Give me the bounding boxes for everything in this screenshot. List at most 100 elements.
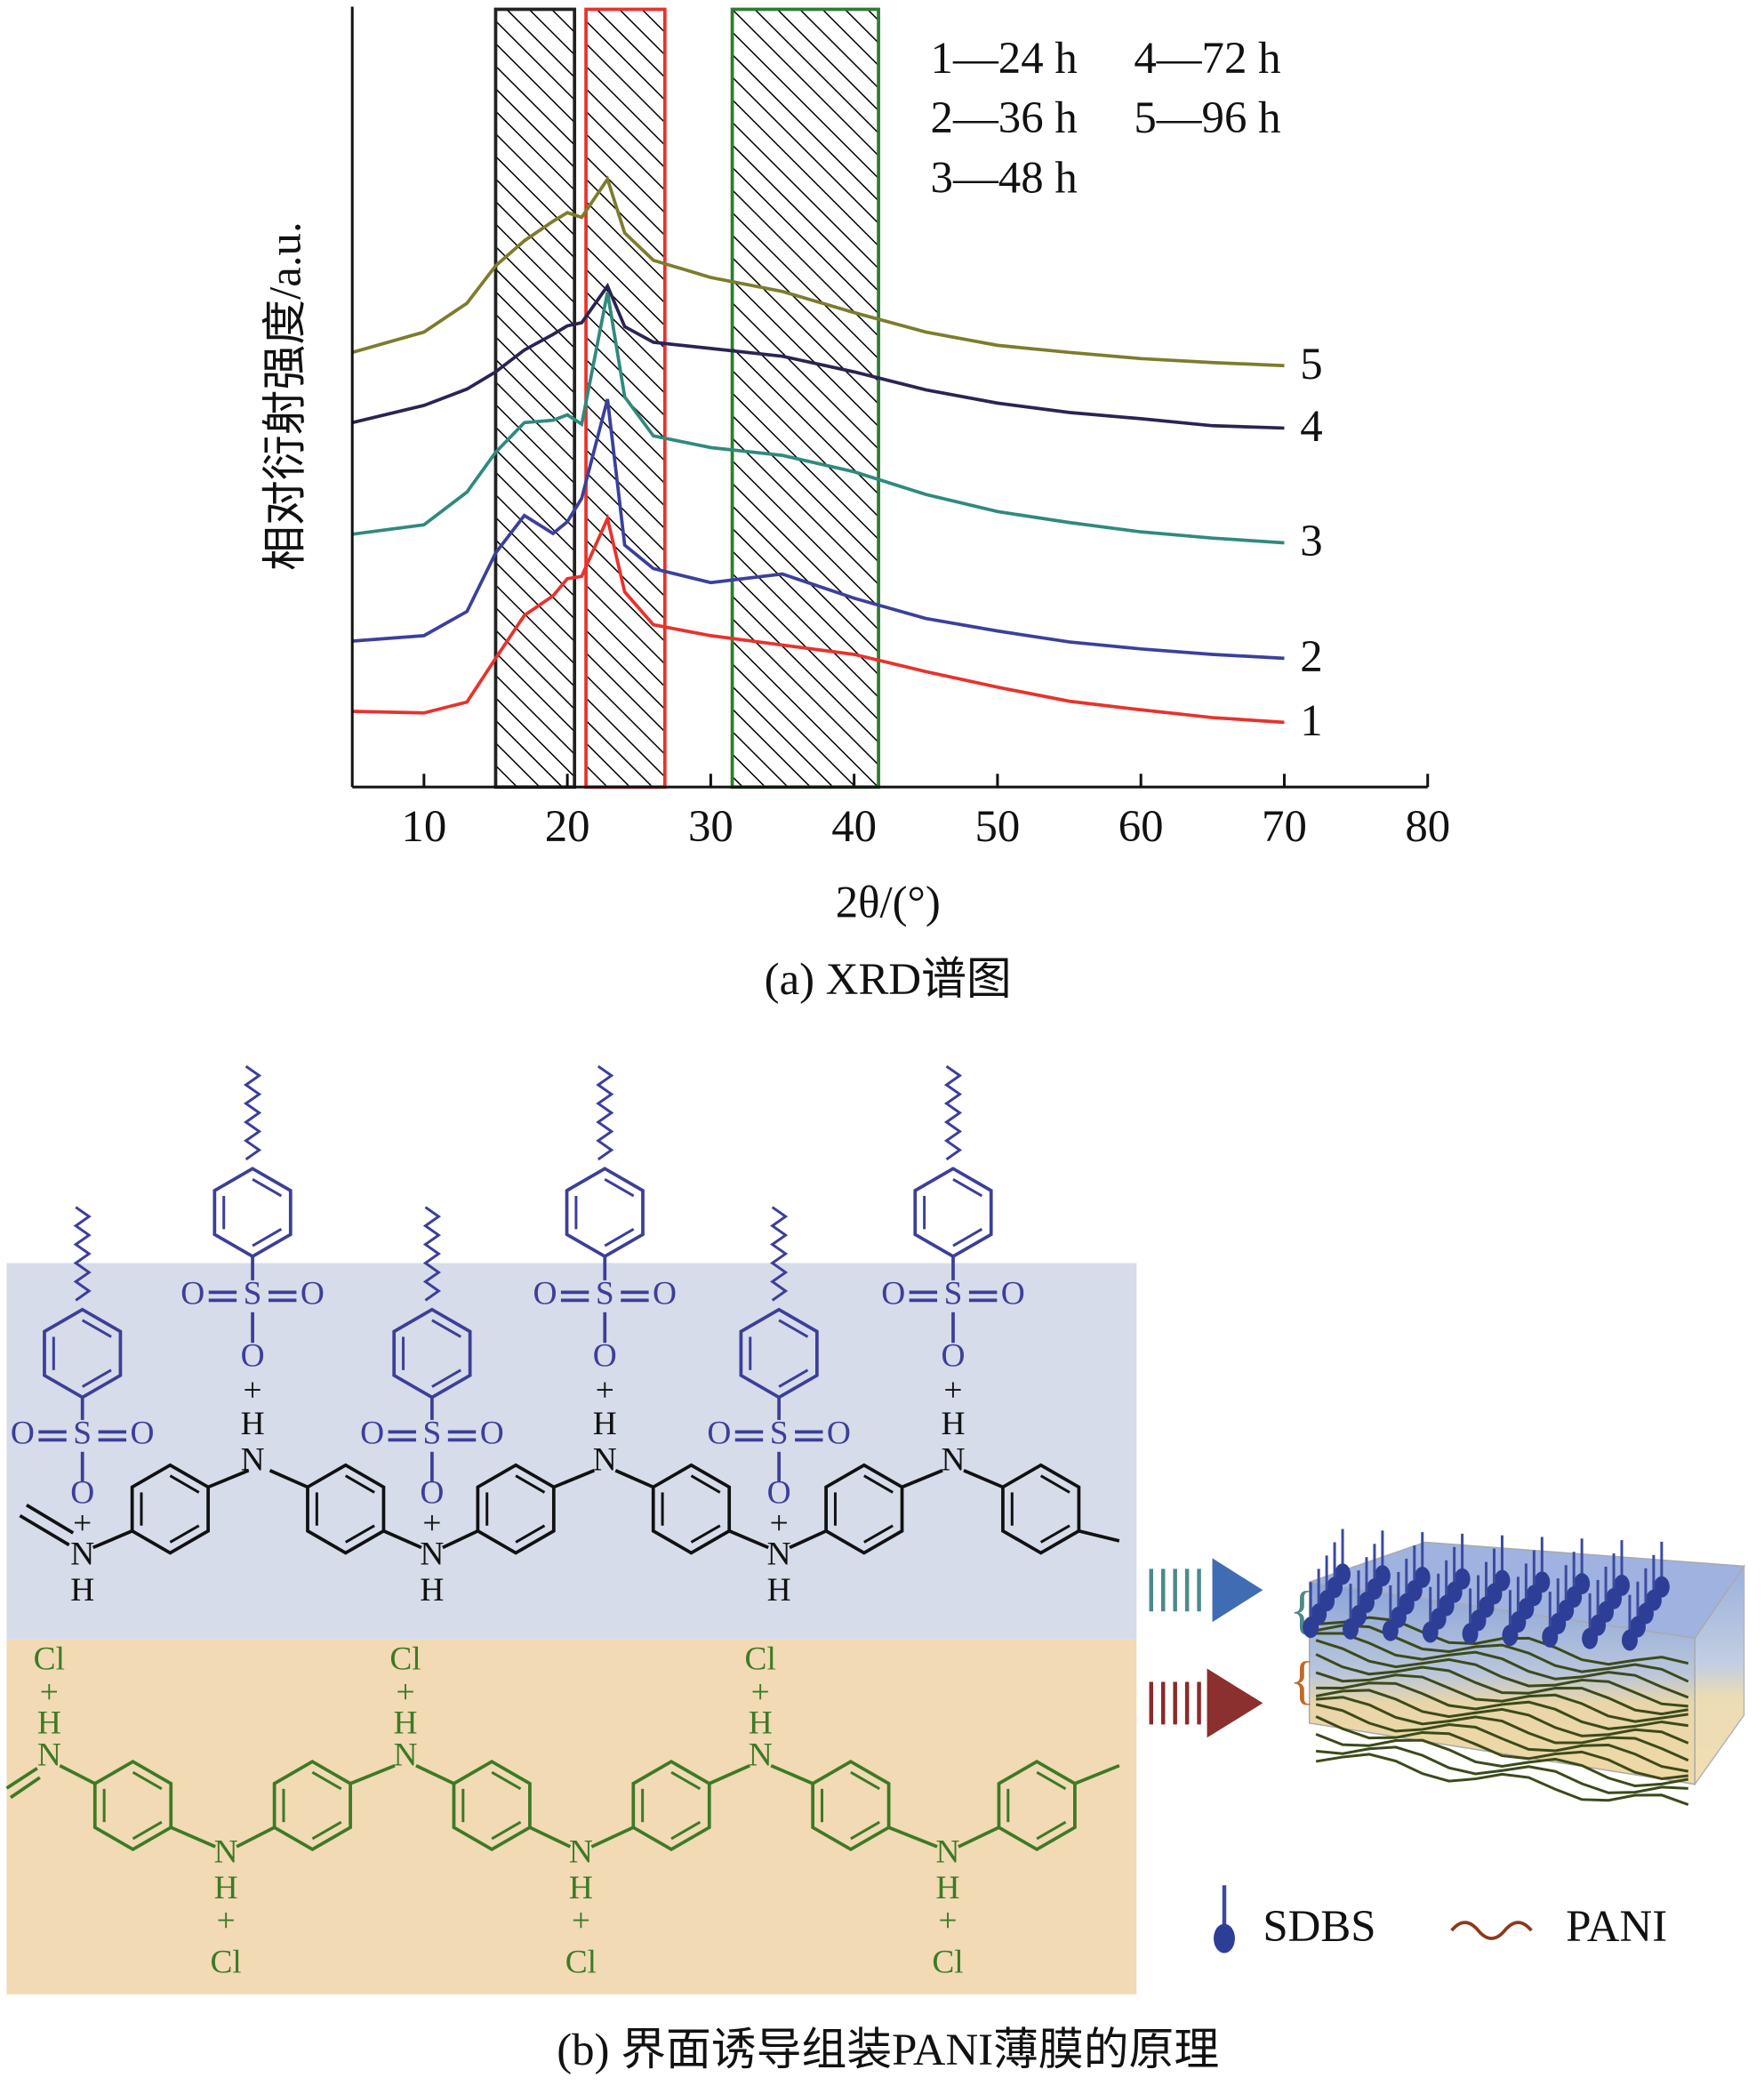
benzene-ring [212, 1167, 293, 1259]
atom-label: + [770, 1505, 789, 1542]
atom-label: O [827, 1415, 851, 1451]
bond [442, 1529, 479, 1550]
bond [5, 1767, 38, 1790]
pani-chain [1315, 1653, 1689, 1716]
atom-label: S [244, 1275, 262, 1312]
sdbs-head [1422, 1621, 1439, 1643]
atom-label: O [301, 1275, 325, 1312]
atom-label: H [214, 1870, 238, 1906]
atom-label: O [480, 1415, 504, 1451]
atom-label: N [767, 1536, 791, 1573]
legend-entry: 3—48 h [931, 153, 1078, 203]
pani-chain [1316, 1745, 1688, 1794]
ring-bond [252, 1228, 283, 1248]
hatch-region [493, 7, 577, 790]
atom-label: + [751, 1674, 770, 1711]
ring-bond [863, 1474, 894, 1494]
atom-label: O [130, 1415, 154, 1451]
bond [590, 1825, 635, 1849]
hatch-region-box [730, 7, 880, 790]
organic-phase [6, 1263, 1137, 1640]
ring-bond [850, 1820, 880, 1841]
ring-bond [344, 1474, 375, 1494]
x-tick-label: 50 [975, 801, 1021, 851]
atom-label: N [214, 1833, 238, 1870]
x-tick-label: 10 [401, 801, 446, 851]
alkyl-chain [422, 1206, 441, 1302]
sdbs-head [1303, 1617, 1319, 1639]
pani-chain [1315, 1753, 1689, 1806]
atom-label: H [749, 1705, 773, 1741]
ring-bond [431, 1368, 462, 1388]
atom-label: O [180, 1275, 204, 1312]
atom-label: H [420, 1572, 444, 1609]
atom-label: N [749, 1737, 773, 1773]
atom-label: H [593, 1406, 617, 1442]
atom-label: N [394, 1737, 418, 1773]
atom-label: H [70, 1572, 94, 1609]
alkyl-chain [73, 1206, 92, 1302]
bond [236, 1825, 276, 1849]
pani-chain [1315, 1624, 1689, 1683]
bond [170, 1825, 216, 1849]
ring-bond [1036, 1820, 1067, 1841]
pani-chain [1315, 1639, 1688, 1708]
atom-label: H [37, 1705, 61, 1741]
atom-label: N [593, 1441, 617, 1478]
atom-label: H [767, 1572, 791, 1609]
atom-label: O [593, 1338, 617, 1375]
bond [92, 1529, 133, 1550]
bond [963, 1469, 1004, 1489]
atom-label: N [37, 1737, 61, 1773]
pani-chain [1316, 1681, 1688, 1730]
atom-label: O [1001, 1275, 1025, 1312]
ring-bond [952, 1177, 983, 1198]
bond [770, 1763, 814, 1785]
atom-label: O [767, 1475, 791, 1512]
ring-bond [850, 1770, 880, 1791]
atom-label: O [241, 1338, 265, 1375]
atom-label: N [941, 1441, 965, 1478]
ring-bond [81, 1319, 112, 1338]
svg-text:{: { [1289, 1651, 1315, 1710]
benzene-ring [913, 1167, 993, 1259]
xrd-curve [351, 282, 1285, 430]
pani-chain [1315, 1703, 1689, 1773]
xrd-curve [352, 398, 1285, 661]
bond [9, 1776, 41, 1800]
ring-bond [311, 1770, 342, 1791]
x-tick-label: 80 [1405, 801, 1450, 851]
pani-chain [1315, 1715, 1688, 1780]
pani-chain [1316, 1696, 1689, 1762]
atom-label: S [423, 1415, 442, 1451]
ring-bond [1036, 1770, 1067, 1791]
atom-label: N [936, 1833, 960, 1870]
atom-label: N [420, 1536, 444, 1573]
x-tick-label: 70 [1262, 801, 1307, 851]
atom-label: + [396, 1674, 414, 1711]
ring-bond [311, 1820, 342, 1841]
ring-bond [778, 1319, 809, 1338]
atom-label: N [241, 1441, 265, 1478]
series-label: 1 [1300, 695, 1322, 745]
bond [269, 1469, 309, 1489]
atom-label: + [938, 1903, 957, 1939]
legend-entry: 5—96 h [1134, 92, 1280, 142]
atom-label: O [533, 1275, 557, 1312]
ring-bond [169, 1474, 200, 1494]
ring-bond [515, 1524, 546, 1544]
bond [887, 1825, 938, 1849]
ring-bond [491, 1820, 522, 1841]
ring-bond [169, 1524, 200, 1544]
pani-chain [1316, 1632, 1689, 1699]
atom-label: S [944, 1275, 963, 1312]
sdbs-head [1502, 1625, 1519, 1647]
bond [789, 1529, 827, 1550]
atom-label: O [941, 1338, 965, 1375]
pani-chain [1316, 1616, 1689, 1666]
atom-label: + [244, 1373, 262, 1409]
caption: (b) 界面诱导组装PANI薄膜的原理 [557, 2025, 1219, 2074]
bond [382, 1529, 422, 1550]
benzene-ring [565, 1167, 645, 1259]
